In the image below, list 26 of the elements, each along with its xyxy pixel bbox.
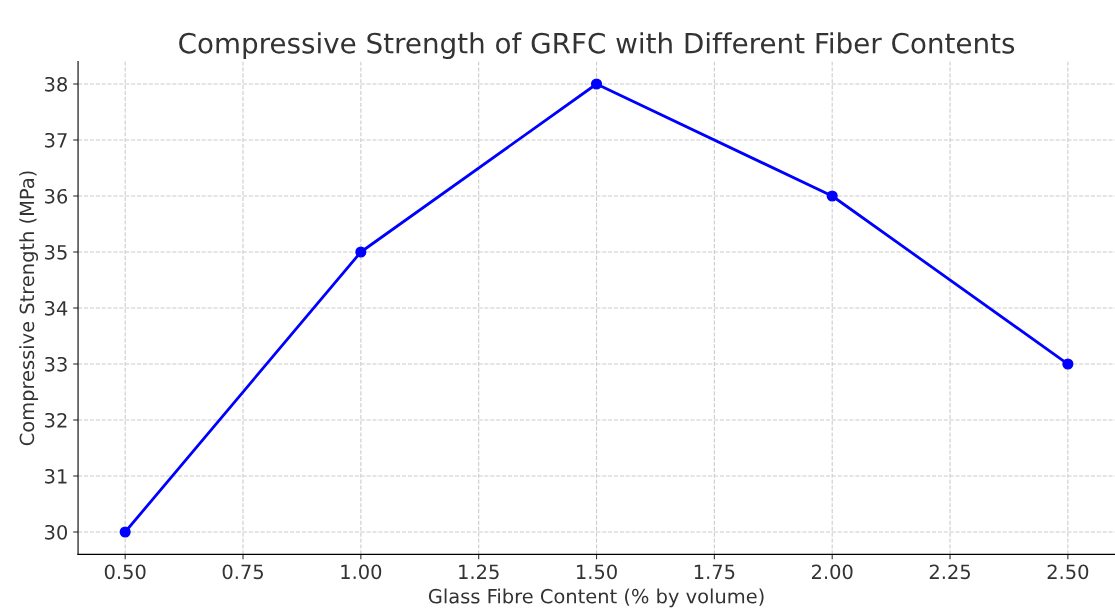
y-tick-label: 31 [45, 468, 67, 484]
x-tick-label: 0.75 [222, 564, 263, 580]
point [355, 246, 367, 258]
y-tick-label: 34 [45, 300, 68, 316]
x-tick-label: 2.50 [1047, 564, 1089, 580]
y-tick-label: 38 [45, 76, 67, 92]
x-tick-label: 2.25 [929, 564, 970, 580]
point [119, 526, 131, 538]
chart-title: Compressive Strength of GRFC with Different Fiber Contents [179, 32, 1015, 60]
point [1062, 358, 1074, 370]
x-tick-label: 1.75 [694, 564, 735, 580]
x-tick-label: 1.25 [459, 564, 499, 580]
y-tick-label: 36 [45, 188, 68, 204]
y-tick-label: 30 [45, 524, 68, 540]
y-tick-label: 33 [45, 356, 67, 372]
point [826, 190, 838, 202]
y-axis-title: Compressive Strength (MPa) [19, 171, 39, 446]
y-tick-label: 32 [45, 412, 67, 428]
x-tick-label: 0.50 [104, 564, 146, 580]
point [590, 78, 603, 90]
y-tick-label: 37 [45, 132, 67, 148]
x-tick-label: 2.00 [811, 564, 853, 580]
x-tick-label: 1.00 [341, 564, 382, 580]
y-tick-label: 35 [45, 244, 67, 260]
x-tick-label: 1.50 [577, 564, 617, 580]
x-axis-title: Glass Fibre Content (% by volume) [428, 588, 764, 608]
